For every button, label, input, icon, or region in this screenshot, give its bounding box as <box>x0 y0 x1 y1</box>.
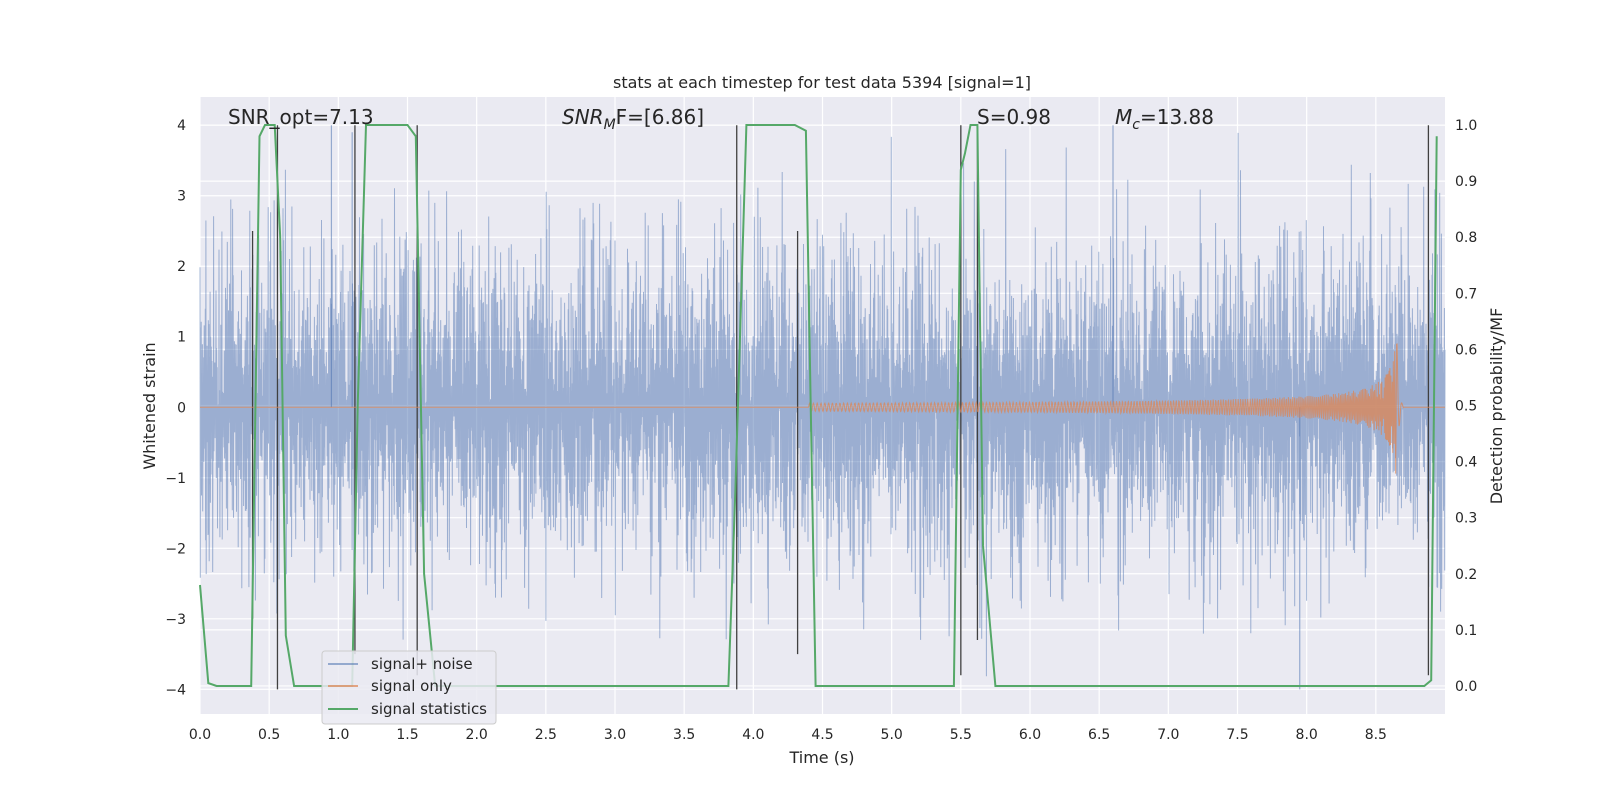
y-axis-label: Whitened strain <box>140 342 159 469</box>
y-tick-label: 2 <box>177 259 186 275</box>
x-tick-label: 1.5 <box>396 727 418 743</box>
y2-tick-label: 0.7 <box>1455 286 1477 302</box>
y-tick-labels: −4 −3 −2 −1 0 1 2 3 4 <box>165 118 186 698</box>
snr-mf-annotation: SNRMF=[6.86] <box>562 105 704 133</box>
x-tick-label: 2.0 <box>466 727 488 743</box>
legend-box <box>321 650 497 725</box>
y-tick-label: 0 <box>177 400 186 416</box>
x-tick-label: 5.5 <box>950 727 972 743</box>
y2-axis-label: Detection probability/MF <box>1487 308 1506 505</box>
y2-tick-label: 0.1 <box>1455 623 1477 639</box>
x-tick-label: 7.0 <box>1157 727 1179 743</box>
snr-mf-symbol: SNR <box>562 105 604 129</box>
y-tick-label: −4 <box>165 682 186 698</box>
legend-label-stats: signal statistics <box>371 700 487 718</box>
x-tick-label: 4.0 <box>742 727 764 743</box>
x-tick-label: 3.5 <box>673 727 695 743</box>
y2-tick-label: 0.6 <box>1455 342 1477 358</box>
y-tick-label: 3 <box>177 189 186 205</box>
x-tick-label: 0.5 <box>258 727 280 743</box>
signal-only-series <box>200 343 1445 474</box>
y2-tick-label: 0.4 <box>1455 455 1477 471</box>
snr-mf-subscript: M <box>604 117 616 133</box>
y-tick-label: 4 <box>177 118 186 134</box>
chart-title: stats at each timestep for test data 539… <box>613 73 1031 92</box>
stats-line <box>199 124 1438 687</box>
y2-tick-label: 0.0 <box>1455 679 1477 695</box>
snr-mf-value: F=[6.86] <box>616 105 704 129</box>
y2-tick-label: 0.2 <box>1455 567 1477 583</box>
x-tick-label: 8.0 <box>1296 727 1318 743</box>
s-value-annotation: S=0.98 <box>977 105 1051 129</box>
x-tick-label: 1.0 <box>327 727 349 743</box>
signal-trace <box>200 343 1445 474</box>
y-tick-label: 1 <box>177 330 186 346</box>
x-tick-label: 3.0 <box>604 727 626 743</box>
x-tick-labels: 0.0 0.5 1.0 1.5 2.0 2.5 3.0 3.5 4.0 4.5 5.0 5.5 6.0 6… <box>189 727 1387 743</box>
x-tick-label: 8.5 <box>1365 727 1387 743</box>
y2-tick-label: 0.8 <box>1455 230 1477 246</box>
x-tick-label: 5.0 <box>881 727 903 743</box>
x-tick-label: 7.5 <box>1226 727 1248 743</box>
y2-tick-label: 0.5 <box>1455 399 1477 415</box>
y2-tick-label: 0.9 <box>1455 174 1477 190</box>
mc-subscript: c <box>1132 117 1140 133</box>
x-axis-label: Time (s) <box>788 748 854 767</box>
y-tick-label: −2 <box>165 541 186 557</box>
mc-annotation: Mc=13.88 <box>1115 105 1214 133</box>
signal-statistics-series <box>199 124 1438 687</box>
x-tick-label: 2.5 <box>535 727 557 743</box>
signal-noise-series <box>199 125 1446 690</box>
x-tick-label: 4.5 <box>811 727 833 743</box>
x-tick-label: 6.5 <box>1088 727 1110 743</box>
y2-tick-labels: 0.0 0.1 0.2 0.3 0.4 0.5 0.6 0.7 0.8 0.9 1.0 <box>1455 118 1477 695</box>
y2-tick-label: 0.3 <box>1455 511 1477 527</box>
legend-label-signal: signal only <box>371 677 452 695</box>
snr-opt-annotation: SNR_opt=7.13 <box>228 105 374 129</box>
mc-symbol: M <box>1115 105 1132 129</box>
y-tick-label: −3 <box>165 612 186 628</box>
y2-tick-label: 1.0 <box>1455 118 1477 134</box>
legend-label-noise: signal+ noise <box>371 655 473 673</box>
legend: signal+ noise signal only signal statist… <box>321 650 497 725</box>
x-tick-label: 0.0 <box>189 727 211 743</box>
y-tick-label: −1 <box>165 471 186 487</box>
noise-trace <box>199 132 1446 677</box>
x-tick-label: 6.0 <box>1019 727 1041 743</box>
mc-value: =13.88 <box>1140 105 1214 129</box>
